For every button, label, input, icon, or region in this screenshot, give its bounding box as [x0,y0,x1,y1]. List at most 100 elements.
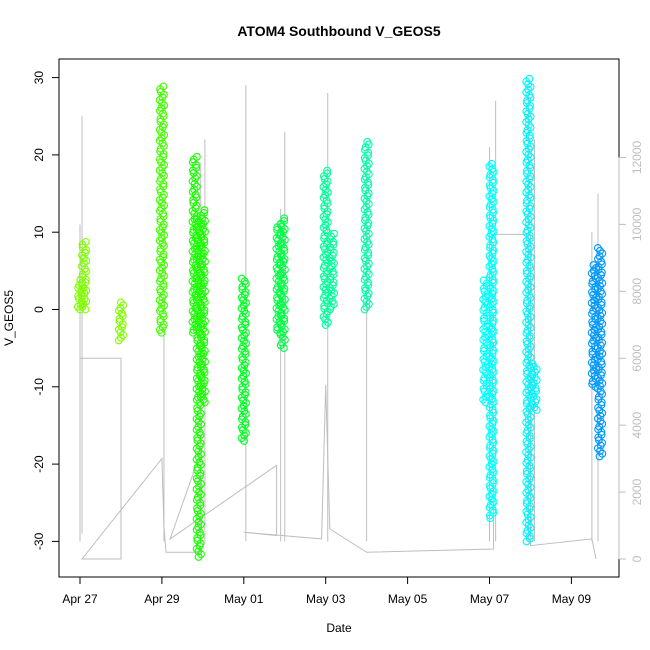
data-point [194,523,203,532]
data-point [596,382,604,390]
data-point [157,133,166,142]
data-point [237,434,246,443]
data-point [528,370,537,379]
data-point [198,290,207,298]
data-point [363,237,372,246]
data-point [201,287,209,296]
y2-tick-label: 12000 [630,140,644,174]
data-point [199,325,208,334]
data-point [157,104,166,113]
data-point [363,137,372,146]
y2-tick-label: 6000 [630,345,644,372]
data-point [523,256,532,264]
data-point [327,262,336,271]
x-axis-label: Date [326,621,352,635]
data-point [323,169,332,178]
data-point [485,292,494,301]
data-point [321,220,330,229]
data-point [487,395,496,404]
data-point [594,395,603,404]
data-point [522,247,531,256]
y2-tick-label: 2000 [630,478,644,505]
data-point [594,295,603,304]
data-point [279,303,288,312]
y-axis-left: -30 -20 -10 0 10 20 30 [32,71,60,550]
data-point [196,252,205,261]
data-point [489,208,498,217]
data-point [588,380,597,389]
altitude-line [80,233,597,560]
data-point [524,385,533,394]
data-point [489,308,498,317]
data-point [194,452,203,461]
data-point [489,357,498,366]
data-point [198,260,207,269]
data-point [487,230,496,239]
data-point [488,265,497,274]
data-point [488,365,497,374]
data-point [524,521,533,530]
data-point [526,283,535,292]
data-point [158,239,167,248]
y-axis-label: V_GEOS5 [2,290,16,346]
data-point [242,298,250,307]
data-point [486,243,494,252]
x-tick-label: May 01 [224,592,264,606]
data-point [155,96,164,104]
data-point [481,333,490,342]
data-point [522,418,531,427]
data-point [479,276,488,285]
data-point [78,273,87,281]
data-point [237,334,246,343]
data-point [330,289,338,298]
data-point [240,407,249,416]
data-point [197,303,206,312]
data-point [194,552,203,561]
data-point [200,208,209,217]
data-point [598,349,607,358]
data-point [481,368,490,377]
data-point [598,279,607,288]
data-point [280,214,289,223]
data-point [201,387,209,396]
data-point [156,147,165,156]
data-point [489,408,498,417]
data-point [196,222,205,231]
data-point [196,352,205,361]
data-point [241,350,250,359]
data-point [362,267,371,276]
data-point [278,333,287,342]
data-point [523,356,532,365]
data-point [194,423,203,431]
data-point [276,230,285,239]
data-point [240,307,249,315]
data-point [522,499,531,508]
data-point [155,166,164,175]
chart-title: ATOM4 Southbound V_GEOS5 [237,23,440,39]
data-point [483,360,492,369]
y-tick-label: -30 [32,532,46,550]
data-point [362,302,371,311]
data-point [277,281,286,290]
data-point [240,436,248,445]
y-tick-label: 0 [32,306,46,313]
data-point [485,492,494,501]
data-point [526,183,535,191]
data-point [489,427,498,436]
data-point [190,185,199,194]
data-point [487,295,496,304]
data-point [192,152,201,161]
data-point [157,304,166,313]
data-point [522,99,531,108]
data-point [196,322,205,331]
data-point [487,159,496,168]
data-point [155,196,164,205]
data-point [523,456,532,465]
data-point [485,392,494,401]
data-point [322,226,331,235]
data-point [593,314,602,323]
data-point [598,249,607,258]
data-point [483,330,492,339]
data-point [198,360,207,369]
